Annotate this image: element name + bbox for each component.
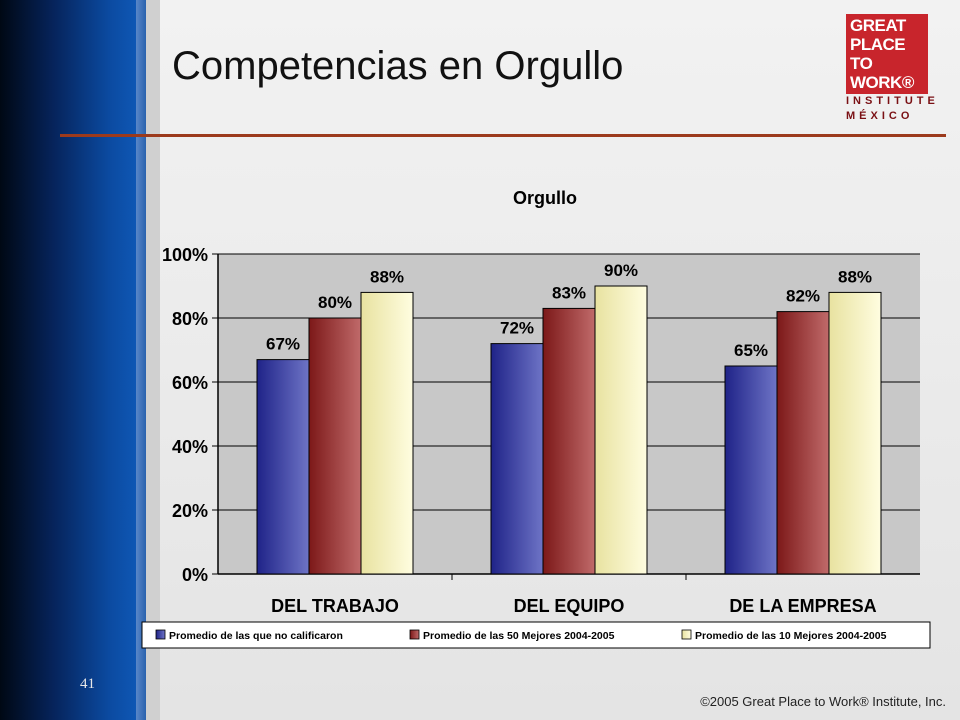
title-divider — [60, 134, 946, 137]
sidebar-divider — [146, 0, 160, 720]
logo-line: WORK® — [850, 73, 914, 92]
bar-1 — [490, 343, 544, 575]
y-tick-label: 0% — [182, 565, 208, 585]
logo-box: GREAT PLACE TO WORK® — [846, 14, 928, 94]
legend-label: Promedio de las que no calificaron — [169, 630, 343, 642]
x-tick-label: DE LA EMPRESA — [729, 596, 876, 616]
data-label: 65% — [734, 341, 768, 360]
y-tick-label: 80% — [172, 309, 208, 329]
logo-line: PLACE — [850, 35, 906, 54]
bar-2 — [308, 317, 362, 575]
logo-subtitle: INSTITUTE — [846, 95, 939, 107]
data-label: 88% — [370, 267, 404, 286]
page-title: Competencias en Orgullo — [172, 44, 624, 88]
data-label: 72% — [500, 319, 534, 338]
chart-title: Orgullo — [513, 188, 577, 208]
legend-label: Promedio de las 10 Mejores 2004-2005 — [695, 630, 887, 642]
legend-box — [141, 621, 931, 649]
x-tick-label: DEL TRABAJO — [271, 596, 399, 616]
data-label: 67% — [266, 335, 300, 354]
sidebar-stripe — [136, 0, 146, 720]
logo-line: TO — [850, 54, 873, 73]
y-tick-label: 60% — [172, 373, 208, 393]
bar-3 — [360, 291, 414, 575]
page-number: 41 — [80, 676, 95, 692]
data-label: 80% — [318, 293, 352, 312]
legend-swatch — [409, 629, 420, 640]
y-tick-label: 40% — [172, 437, 208, 457]
data-label: 82% — [786, 287, 820, 306]
y-tick-label: 20% — [172, 501, 208, 521]
bar-1 — [724, 365, 778, 575]
data-label: 83% — [552, 283, 586, 302]
data-label: 88% — [838, 267, 872, 286]
bar-2 — [776, 311, 830, 575]
logo-subtitle: MÉXICO — [846, 110, 914, 122]
great-place-to-work-logo: GREAT PLACE TO WORK® INSTITUTE MÉXICO — [846, 14, 936, 124]
data-label: 90% — [604, 261, 638, 280]
bar-1 — [256, 359, 310, 575]
logo-line: GREAT — [850, 16, 906, 35]
sidebar-gradient — [0, 0, 136, 720]
y-tick-label: 100% — [162, 245, 208, 265]
bar-2 — [542, 307, 596, 575]
bar-chart: Orgullo 0% 20% 40% 60% 80% 100% DEL TRABAJO 67% 8… — [141, 188, 931, 649]
bar-3 — [594, 285, 648, 575]
legend-label: Promedio de las 50 Mejores 2004-2005 — [423, 630, 615, 642]
legend-swatch — [681, 629, 692, 640]
bar-3 — [828, 291, 882, 575]
x-tick-label: DEL EQUIPO — [514, 596, 625, 616]
legend-swatch — [155, 629, 166, 640]
copyright-notice: ©2005 Great Place to Work® Institute, In… — [700, 694, 946, 709]
